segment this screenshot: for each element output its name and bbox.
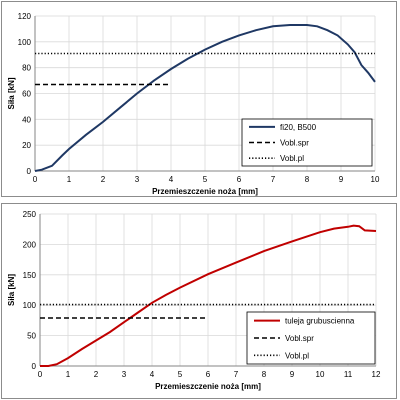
x-tick-label: 4 [150,370,155,379]
legend-label-1: Vobl.spr [285,334,314,343]
x-tick-label: 6 [237,175,242,184]
y-tick-label: 50 [27,332,36,341]
y-tick-label: 60 [22,90,31,99]
x-tick-label: 10 [371,175,380,184]
legend-label-1: Vobl.spr [280,139,309,148]
x-tick-label: 12 [372,370,381,379]
y-tick-label: 20 [22,141,31,150]
x-axis-title: Przemieszczenie noża [mm] [155,382,261,391]
x-tick-label: 5 [203,175,208,184]
x-tick-label: 9 [339,175,344,184]
x-tick-label: 8 [305,175,310,184]
x-tick-label: 9 [290,370,295,379]
x-tick-label: 1 [67,175,72,184]
x-tick-label: 4 [169,175,174,184]
y-tick-label: 150 [23,271,37,280]
y-axis-title: Siła [kN] [7,274,16,306]
x-tick-label: 2 [94,370,99,379]
x-tick-label: 7 [271,175,276,184]
x-tick-label: 5 [178,370,183,379]
y-tick-label: 0 [32,362,37,371]
x-axis-title: Przemieszczenie noża [mm] [152,187,258,196]
x-tick-label: 3 [135,175,140,184]
x-tick-label: 8 [262,370,267,379]
y-tick-label: 100 [23,301,37,310]
x-tick-label: 3 [122,370,127,379]
chart-panel-bottom: 0 1 2 3 4 5 6 7 8 9 10 11 12 0 50 100 150 200 250 Przemiesz… [1,203,397,399]
y-tick-label: 0 [27,167,32,176]
legend-label-2: Vobl.pl [280,154,304,163]
y-tick-label: 40 [22,115,31,124]
legend-label-2: Vobl.pl [285,351,309,360]
y-tick-label: 80 [22,64,31,73]
y-axis-title: Siła [kN] [7,77,16,109]
x-tick-label: 2 [101,175,106,184]
x-tick-label: 0 [38,370,43,379]
chart-bottom-svg: 0 1 2 3 4 5 6 7 8 9 10 11 12050100150200250Przemiesz… [7,210,381,391]
x-tick-label: 7 [234,370,239,379]
y-tick-label: 120 [18,12,32,21]
series-line-0 [40,224,377,367]
legend-label-0: tuleja grubuscienna [285,317,355,326]
x-tick-label: 10 [316,370,325,379]
x-tick-label: 1 [66,370,71,379]
series-line-0 [34,24,376,172]
chart-top-svg: 0 1 2 3 4 5 6 7 8 9 10020406080100120Przemieszczen… [7,12,380,196]
y-tick-label: 100 [18,38,32,47]
y-tick-label: 200 [23,240,37,249]
x-tick-label: 11 [344,370,353,379]
x-tick-label: 0 [33,175,38,184]
chart-panel-top: 0 1 2 3 4 5 6 7 8 9 10 0 20 40 60 80 100 120 Przemieszczen… [1,1,397,197]
y-tick-label: 250 [23,210,37,219]
legend-label-0: fi20, B500 [280,123,317,132]
legend-box [241,118,373,167]
x-tick-label: 6 [206,370,211,379]
